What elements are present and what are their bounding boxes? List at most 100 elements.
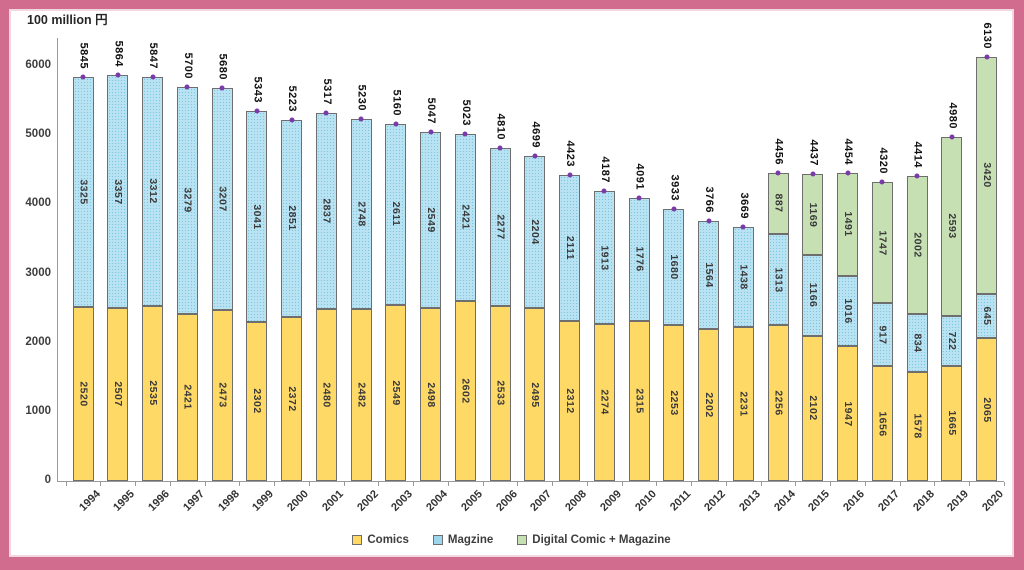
segment-value-label: 2593 [946, 213, 958, 239]
segment-value-label: 1680 [668, 254, 680, 280]
x-axis-tick [135, 482, 137, 486]
bar-segment-magzine [976, 293, 997, 339]
total-marker-dot [879, 179, 885, 185]
y-axis-line [57, 38, 58, 482]
total-marker-dot [219, 85, 225, 91]
total-value-label: 5847 [147, 42, 159, 69]
segment-value-label: 722 [946, 331, 958, 351]
total-marker-dot [254, 108, 260, 114]
x-category-label: 2006 [493, 488, 520, 514]
x-axis-tick [274, 482, 276, 486]
bar-segment-comics [142, 305, 163, 481]
x-category-label: 2004 [424, 488, 450, 514]
total-value-label: 5160 [390, 89, 403, 117]
x-category-label: 2002 [354, 488, 381, 514]
bar-segment-comics [420, 308, 441, 481]
x-category-label: 2012 [702, 488, 728, 514]
bar-segment-comics [732, 326, 754, 481]
legend: Comics Magzine Digital Comic + Magazine [9, 534, 1014, 546]
x-axis-line [57, 481, 1004, 482]
bar-segment-comics [767, 324, 789, 481]
x-category-label: 2001 [319, 488, 346, 514]
total-marker-dot [671, 206, 677, 212]
segment-value-label: 2421 [181, 384, 194, 410]
x-axis-tick [169, 482, 171, 486]
legend-item-magazine: Magzine [432, 534, 493, 546]
bar-segment-comics [176, 313, 198, 481]
total-value-label: 3933 [668, 174, 681, 201]
segment-value-label: 2204 [529, 219, 541, 245]
segment-value-label: 1656 [876, 411, 889, 437]
x-axis-tick [378, 482, 380, 486]
x-category-label: 1994 [76, 488, 103, 514]
legend-swatch-comics-icon [352, 535, 363, 545]
total-marker-dot [393, 121, 399, 127]
bar-segment-comics [593, 323, 615, 481]
segment-value-label: 2277 [494, 214, 507, 240]
y-tick-label: 2000 [25, 335, 51, 348]
bar-segment-comics [698, 328, 719, 481]
segment-value-label: 2533 [494, 380, 507, 407]
segment-value-label: 2202 [702, 392, 715, 418]
segment-value-label: 2102 [807, 395, 819, 421]
total-marker-dot [150, 74, 155, 80]
bar-segment-magzine [454, 133, 476, 301]
x-category-label: 1995 [111, 488, 138, 514]
segment-value-label: 2498 [424, 381, 437, 408]
segment-value-label: 645 [980, 306, 993, 326]
total-marker-dot [115, 72, 121, 78]
x-category-label: 2009 [597, 488, 624, 514]
segment-value-label: 2274 [598, 389, 611, 416]
segment-value-label: 1578 [911, 413, 924, 440]
bar-segment-magzine [72, 76, 94, 307]
segment-value-label: 1313 [772, 266, 785, 293]
segment-value-label: 1776 [633, 246, 646, 273]
total-value-label: 4980 [946, 102, 959, 129]
legend-item-digital: Digital Comic + Magazine [517, 534, 671, 546]
total-value-label: 5845 [77, 42, 90, 69]
total-marker-dot [636, 195, 642, 201]
total-value-label: 5230 [355, 84, 368, 112]
total-value-label: 4456 [772, 138, 785, 165]
x-category-label: 2016 [841, 488, 867, 514]
total-marker-dot [775, 170, 781, 176]
x-category-label: 2003 [389, 488, 416, 514]
x-category-label: 2007 [528, 488, 555, 514]
total-value-label: 5023 [459, 99, 472, 126]
segment-value-label: 3357 [112, 178, 124, 205]
x-axis-tick [656, 482, 658, 486]
segment-value-label: 917 [876, 325, 889, 345]
y-tick-label: 5000 [25, 128, 51, 141]
x-category-label: 2014 [771, 488, 798, 514]
x-axis-tick [864, 482, 866, 486]
x-axis-tick [1003, 482, 1005, 486]
bar-segment-magzine [767, 234, 789, 325]
segment-value-label: 3312 [146, 178, 159, 204]
segment-value-label: 2111 [563, 235, 576, 261]
segment-value-label: 2611 [390, 202, 402, 227]
segment-value-label: 887 [772, 193, 785, 213]
total-marker-dot [289, 117, 294, 123]
segment-value-label: 2851 [285, 205, 298, 232]
x-category-label: 1996 [146, 488, 172, 514]
bar-segment-comics [385, 304, 407, 481]
segment-value-label: 2520 [77, 381, 90, 407]
bar-segment-magzine [524, 155, 546, 309]
segment-value-label: 2312 [563, 388, 576, 414]
total-marker-dot [845, 170, 850, 176]
segment-value-label: 3041 [251, 203, 263, 230]
segment-value-label: 1438 [737, 264, 750, 290]
x-category-label: 2011 [667, 488, 694, 514]
segment-value-label: 834 [911, 333, 924, 353]
x-axis-tick [760, 482, 762, 486]
bar-segment-magzine [732, 227, 754, 327]
total-marker-dot [323, 110, 329, 116]
x-category-label: 1998 [215, 488, 242, 514]
x-axis-tick [100, 482, 102, 486]
segment-value-label: 1665 [946, 410, 958, 437]
segment-value-label: 1913 [598, 244, 611, 271]
total-marker-dot [949, 134, 955, 140]
x-axis-tick [413, 482, 415, 486]
y-tick-label: 1000 [25, 404, 51, 417]
